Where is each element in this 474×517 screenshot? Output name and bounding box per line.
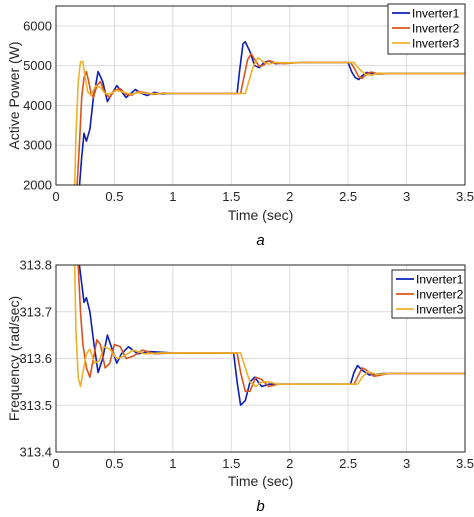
- frequency-legend-label: Inverter3: [416, 303, 464, 317]
- power-x-tick-label: 2.5: [339, 189, 357, 204]
- frequency-x-tick-label: 3: [403, 456, 410, 471]
- frequency-chart-y-axis-label: Frequency (rad/sec): [6, 296, 22, 421]
- power-y-tick-label: 2000: [23, 178, 52, 193]
- frequency-chart-caption: b: [256, 498, 264, 515]
- frequency-chart-frame: [55, 264, 466, 453]
- frequency-x-tick-label: 2.5: [339, 456, 357, 471]
- frequency-y-tick-label: 313.8: [19, 258, 52, 273]
- frequency-legend-label: Inverter2: [416, 288, 464, 302]
- power-chart-y-axis-label: Active Power (W): [6, 41, 22, 149]
- power-legend-label: Inverter2: [412, 22, 460, 36]
- frequency-legend-label: Inverter1: [416, 273, 464, 287]
- power-chart-lines: [73, 41, 465, 185]
- frequency-y-tick-label: 313.5: [19, 398, 52, 413]
- frequency-chart-y-ticks: 313.4 313.5 313.6 313.7 313.8: [19, 258, 52, 460]
- power-chart-caption: a: [256, 232, 264, 249]
- power-x-tick-label: 2: [286, 189, 293, 204]
- power-y-tick-label: 4000: [23, 98, 52, 113]
- frequency-x-tick-label: 0.5: [105, 456, 123, 471]
- frequency-chart-x-axis-label: Time (sec): [228, 473, 294, 489]
- power-legend-label: Inverter1: [412, 7, 460, 21]
- power-legend-label: Inverter3: [412, 37, 460, 51]
- frequency-y-tick-label: 313.6: [19, 351, 52, 366]
- power-x-tick-label: 3: [403, 189, 410, 204]
- power-y-tick-label: 3000: [23, 138, 52, 153]
- power-x-tick-label: 0.5: [105, 189, 123, 204]
- power-chart-frame: [55, 5, 466, 186]
- frequency-x-tick-label: 3.5: [456, 456, 474, 471]
- frequency-chart-panel: 0 0.5 1 1.5 2 2.5 3 3.5 313.4313.5313.6313.7313…: [6, 258, 474, 516]
- frequency-x-tick-label: 2: [286, 456, 293, 471]
- frequency-x-tick-label: 0: [52, 456, 59, 471]
- power-x-tick-label: 1: [169, 189, 176, 204]
- power-chart-x-ticks: 0 0.5 1 1.5 2 2.5 3 3.5: [52, 189, 474, 204]
- power-chart-y-ticks: 2000 3000 4000 5000 6000: [23, 18, 52, 192]
- frequency-chart-x-ticks: 0 0.5 1 1.5 2 2.5 3 3.5: [52, 456, 474, 471]
- frequency-y-tick-label: 313.4: [19, 445, 52, 460]
- frequency-legend-box: [391, 269, 466, 319]
- frequency-x-tick-label: 1.5: [222, 456, 240, 471]
- power-x-tick-label: 3.5: [456, 189, 474, 204]
- frequency-x-tick-label: 1: [169, 456, 176, 471]
- power-y-tick-label: 5000: [23, 58, 52, 73]
- power-x-tick-label: 1.5: [222, 189, 240, 204]
- power-chart-panel: 0 0.5 1 1.5 2 2.5 3 3.5 2000 3000 4000 5000 6000 Ti…: [6, 3, 474, 249]
- frequency-series-inverter3: [73, 265, 465, 388]
- power-series-inverter3: [73, 56, 465, 185]
- frequency-chart-lines: [73, 265, 465, 406]
- power-chart-x-axis-label: Time (sec): [228, 207, 294, 223]
- power-x-tick-label: 0: [52, 189, 59, 204]
- frequency-y-tick-label: 313.7: [19, 304, 52, 319]
- power-y-tick-label: 6000: [23, 18, 52, 33]
